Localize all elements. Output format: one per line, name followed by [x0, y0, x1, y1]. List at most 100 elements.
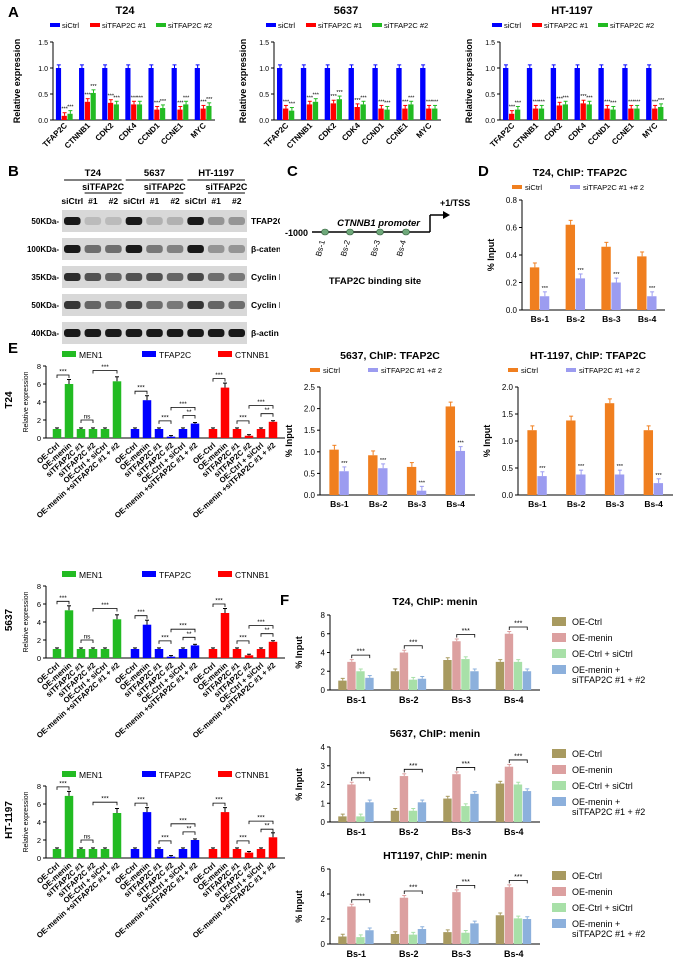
- protein-band: [187, 273, 204, 281]
- bar: [52, 649, 62, 658]
- significance-bracket: [403, 768, 423, 773]
- bar: [339, 471, 349, 495]
- bar: [142, 400, 152, 438]
- significance-bracket: [456, 767, 476, 771]
- significance-bracket: [508, 879, 528, 884]
- x-tick-label: Bs-3: [451, 949, 471, 959]
- binding-site-marker: [402, 228, 410, 236]
- significance-bracket: [170, 628, 196, 633]
- y-tick-label: 4: [321, 649, 326, 658]
- legend-label: siTFAP2C #2: [384, 21, 428, 30]
- y-tick-label: 6: [321, 630, 326, 639]
- y-axis-label: Relative expression: [238, 39, 248, 124]
- legend-swatch: [218, 571, 232, 577]
- bar: [461, 932, 470, 944]
- legend-label: siCtrl: [62, 21, 79, 30]
- x-tick-label: MYC: [189, 121, 208, 140]
- chart-title: 5637: [334, 5, 358, 17]
- significance-label: ***: [67, 105, 74, 111]
- y-tick-label: 0.5: [502, 464, 514, 473]
- y-tick-label: 0.5: [304, 469, 316, 478]
- significance-label: ***: [462, 761, 470, 768]
- legend-swatch: [310, 368, 320, 372]
- bar: [426, 108, 432, 120]
- bar: [495, 915, 505, 944]
- panel-d-chart-t24: T24, ChIP: TFAP2C siCtrl siTFAP2C #1 +# 2 0…: [486, 167, 665, 324]
- bar: [565, 224, 576, 310]
- legend-label: OE-menin: [572, 633, 613, 643]
- x-tick-label: Bs-2: [369, 499, 388, 509]
- bar: [470, 671, 479, 690]
- bar: [130, 649, 140, 658]
- bar: [220, 812, 230, 858]
- significance-bracket: [56, 600, 70, 605]
- tss-label: +1/TSS: [440, 198, 470, 208]
- x-tick-label: Bs-4: [446, 499, 465, 509]
- protein-band: [84, 273, 102, 281]
- bar: [208, 849, 218, 858]
- bar: [79, 68, 85, 120]
- legend-swatch: [552, 649, 566, 658]
- legend-swatch: [306, 23, 316, 27]
- bar: [64, 610, 74, 658]
- binding-site-caption: TFAP2C binding site: [329, 276, 421, 287]
- bar: [601, 246, 611, 310]
- bar: [171, 68, 177, 120]
- legend-label: siCtrl: [525, 183, 542, 192]
- significance-label: ***: [257, 619, 265, 626]
- y-axis-label: Relative expression: [464, 39, 474, 124]
- x-tick-label: CDK2: [316, 121, 338, 143]
- bar: [514, 109, 521, 120]
- protein-band: [187, 217, 204, 225]
- significance-label: ***: [59, 595, 67, 602]
- significance-label: ***: [533, 99, 540, 105]
- bar: [356, 671, 365, 690]
- bar: [365, 930, 374, 944]
- promoter-label: CTNNB1 promoter: [337, 218, 421, 229]
- protein-band: [187, 301, 204, 309]
- legend-swatch: [552, 633, 566, 642]
- protein-band: [64, 329, 81, 337]
- protein-band: [207, 301, 225, 309]
- protein-band: [166, 273, 184, 281]
- legend-swatch: [552, 887, 566, 896]
- significance-label: ***: [137, 609, 145, 616]
- molecular-weight-marker: 40KDa-: [31, 329, 59, 338]
- bar: [268, 641, 278, 658]
- legend-label: MEN1: [79, 570, 103, 580]
- significance-label: ***: [658, 98, 665, 104]
- protein-band: [228, 329, 245, 337]
- panel-label-a: A: [8, 4, 19, 21]
- bar: [495, 661, 505, 690]
- bar: [443, 660, 452, 690]
- protein-label: β-actin: [251, 328, 279, 338]
- significance-bracket: [236, 840, 250, 844]
- significance-bracket: [182, 415, 196, 419]
- bar: [378, 468, 388, 495]
- legend-swatch: [62, 771, 76, 777]
- y-tick-label: 2.0: [304, 405, 316, 414]
- significance-label: ***: [426, 99, 433, 105]
- x-tick-label: Bs-1: [346, 695, 366, 705]
- legend-swatch: [552, 919, 566, 928]
- chart-title: T24: [116, 5, 136, 17]
- bar: [190, 645, 200, 658]
- x-tick-label: Bs-3: [408, 499, 427, 509]
- bar: [622, 68, 628, 120]
- binding-site-label: Bs-2: [339, 239, 352, 258]
- x-tick-label: Bs-4: [504, 695, 524, 705]
- significance-bracket: [248, 625, 274, 629]
- protein-band: [166, 217, 184, 225]
- bar: [232, 849, 242, 858]
- bar: [166, 436, 176, 438]
- bar: [575, 278, 586, 310]
- bar: [628, 108, 634, 120]
- legend-label: siCtrl: [323, 366, 340, 375]
- significance-label: ***: [101, 602, 109, 609]
- chart-title: HT1197, ChIP: menin: [383, 850, 487, 862]
- y-tick-label: 1.0: [304, 448, 316, 457]
- protein-label: Cyclin D1: [251, 272, 280, 282]
- chart-title: HT-1197, ChIP: TFAP2C: [530, 350, 647, 362]
- significance-label: ***: [85, 93, 92, 99]
